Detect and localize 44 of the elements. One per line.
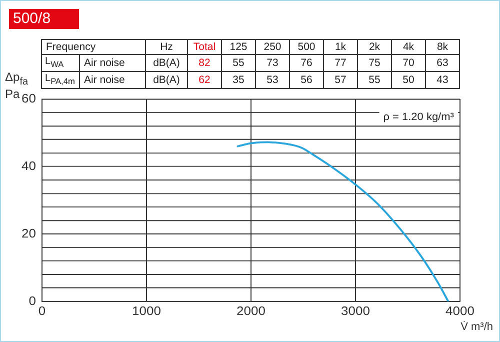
y-tick-label: L$_{WA}$ xyxy=(42,54,80,72)
y-tick-label: 0 xyxy=(28,294,36,308)
text: 35 xyxy=(232,74,244,86)
x-tick-label: 1000 xyxy=(132,304,161,318)
x-tick-label: 3000 xyxy=(341,304,370,318)
text: 56 xyxy=(300,74,312,86)
y-tick-label: 20 xyxy=(22,226,36,240)
text: 77 xyxy=(334,57,346,69)
line-series xyxy=(236,141,450,302)
x-tick-label: 8k xyxy=(426,40,460,54)
text: dB(A) xyxy=(153,57,180,69)
text: 75 xyxy=(368,57,380,69)
text: 76 xyxy=(300,57,312,69)
text: 70 xyxy=(402,57,414,69)
text: 55 xyxy=(232,57,244,69)
text: 82 xyxy=(198,57,210,69)
x-tick-label: 4k xyxy=(392,40,426,54)
x-tick-label: Total xyxy=(188,40,222,54)
x-axis-title: V̇ m³/h xyxy=(460,321,493,333)
x-tick-label: 2000 xyxy=(236,304,266,318)
text: 50 xyxy=(402,74,414,86)
x-tick-label: 1k xyxy=(324,40,358,54)
chart-title: 500/8 xyxy=(9,9,79,29)
text: dB(A) xyxy=(153,74,180,86)
text: 63 xyxy=(436,57,448,69)
y-tick-label: 60 xyxy=(22,92,36,106)
text: 62 xyxy=(198,74,210,86)
annotation: ρ = 1.20 kg/m³ xyxy=(383,111,454,123)
text: 55 xyxy=(368,74,380,86)
x-tick-label: 4000 xyxy=(446,304,474,318)
y-tick-label: L$_{PA,4m}$ xyxy=(42,72,80,88)
x-tick-label: 2k xyxy=(358,40,392,54)
y-axis-title: Frequency xyxy=(42,40,146,54)
text: Air noise xyxy=(84,57,125,69)
text: 53 xyxy=(266,74,278,86)
y-tick-label: 40 xyxy=(22,159,36,173)
x-tick-label: 250 xyxy=(256,40,290,54)
x-tick-label: 500 xyxy=(290,40,324,54)
text: 57 xyxy=(334,74,346,86)
text: Air noise xyxy=(84,74,125,86)
text: 43 xyxy=(436,74,448,86)
x-tick-label: Hz xyxy=(146,40,188,54)
x-tick-label: 125 xyxy=(222,40,256,54)
text: 73 xyxy=(266,57,278,69)
